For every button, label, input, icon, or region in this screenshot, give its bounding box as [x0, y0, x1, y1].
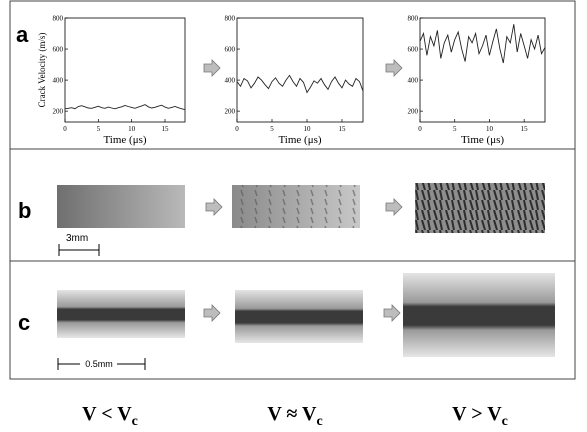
condition-subscript: c — [316, 414, 322, 429]
arrow — [203, 304, 221, 322]
condition-label: V < Vc — [82, 403, 138, 429]
image — [57, 185, 185, 228]
arrows — [203, 59, 403, 322]
condition-subscript: c — [132, 414, 138, 429]
y-tick-label: 800 — [53, 15, 64, 23]
y-tick-label: 400 — [408, 77, 419, 85]
arrow — [385, 198, 403, 216]
x-tick-label: 15 — [339, 125, 347, 133]
arrow — [385, 59, 403, 77]
image — [403, 273, 555, 357]
x-axis-label: Time (μs) — [461, 134, 504, 146]
x-tick-label: 5 — [270, 125, 274, 133]
y-tick-label: 200 — [225, 108, 236, 116]
x-axis-label: Time (μs) — [278, 134, 321, 146]
x-tick-label: 0 — [418, 125, 422, 133]
scale-label: 3mm — [66, 233, 88, 244]
arrow — [383, 304, 401, 322]
image — [235, 290, 363, 343]
micrographs — [57, 183, 555, 357]
conditions: V < Vc V ≈ Vc V > Vc — [82, 403, 508, 429]
y-tick-label: 200 — [408, 108, 419, 116]
x-tick-label: 10 — [128, 125, 136, 133]
plot-frame — [236, 17, 364, 123]
y-tick-label: 400 — [53, 77, 64, 85]
condition-subscript: c — [502, 414, 508, 429]
y-tick-label: 400 — [225, 77, 236, 85]
panel-frames — [9, 0, 576, 380]
arrow — [203, 59, 221, 77]
scale-label-bg — [80, 358, 117, 370]
x-tick-label: 10 — [304, 125, 312, 133]
x-tick-label: 15 — [521, 125, 529, 133]
x-tick-label: 15 — [162, 125, 170, 133]
panel-label: a — [16, 22, 29, 47]
x-tick-label: 0 — [63, 125, 67, 133]
condition-label: V ≈ Vc — [267, 403, 322, 429]
x-tick-label: 5 — [453, 125, 457, 133]
panel-label: b — [18, 198, 31, 223]
data-line — [419, 24, 546, 64]
condition-main: V > V — [452, 403, 502, 425]
x-tick-label: 5 — [97, 125, 101, 133]
image — [57, 290, 185, 338]
plot-frame — [419, 17, 546, 123]
y-axis-label: Crack Velocity (m/s) — [37, 33, 47, 108]
panel-label: c — [18, 310, 30, 335]
y-tick-label: 200 — [53, 108, 64, 116]
condition-main: V < V — [82, 403, 132, 425]
y-tick-label: 600 — [408, 46, 419, 54]
y-tick-label: 800 — [225, 15, 236, 23]
x-axis-label: Time (μs) — [103, 134, 146, 146]
y-tick-label: 600 — [225, 46, 236, 54]
arrow — [205, 198, 223, 216]
y-tick-label: 800 — [408, 15, 419, 23]
plot-frame — [64, 17, 186, 123]
x-tick-label: 0 — [235, 125, 239, 133]
y-tick-label: 600 — [53, 46, 64, 54]
condition-main: V ≈ V — [267, 403, 317, 425]
image-texture — [232, 185, 360, 228]
scale-label: 0.5mm — [85, 359, 113, 369]
condition-label: V > Vc — [452, 403, 508, 429]
data-line — [64, 104, 186, 111]
x-tick-label: 10 — [486, 125, 494, 133]
panel-c-frame — [9, 260, 576, 380]
image — [415, 183, 545, 233]
data-line — [236, 74, 364, 94]
